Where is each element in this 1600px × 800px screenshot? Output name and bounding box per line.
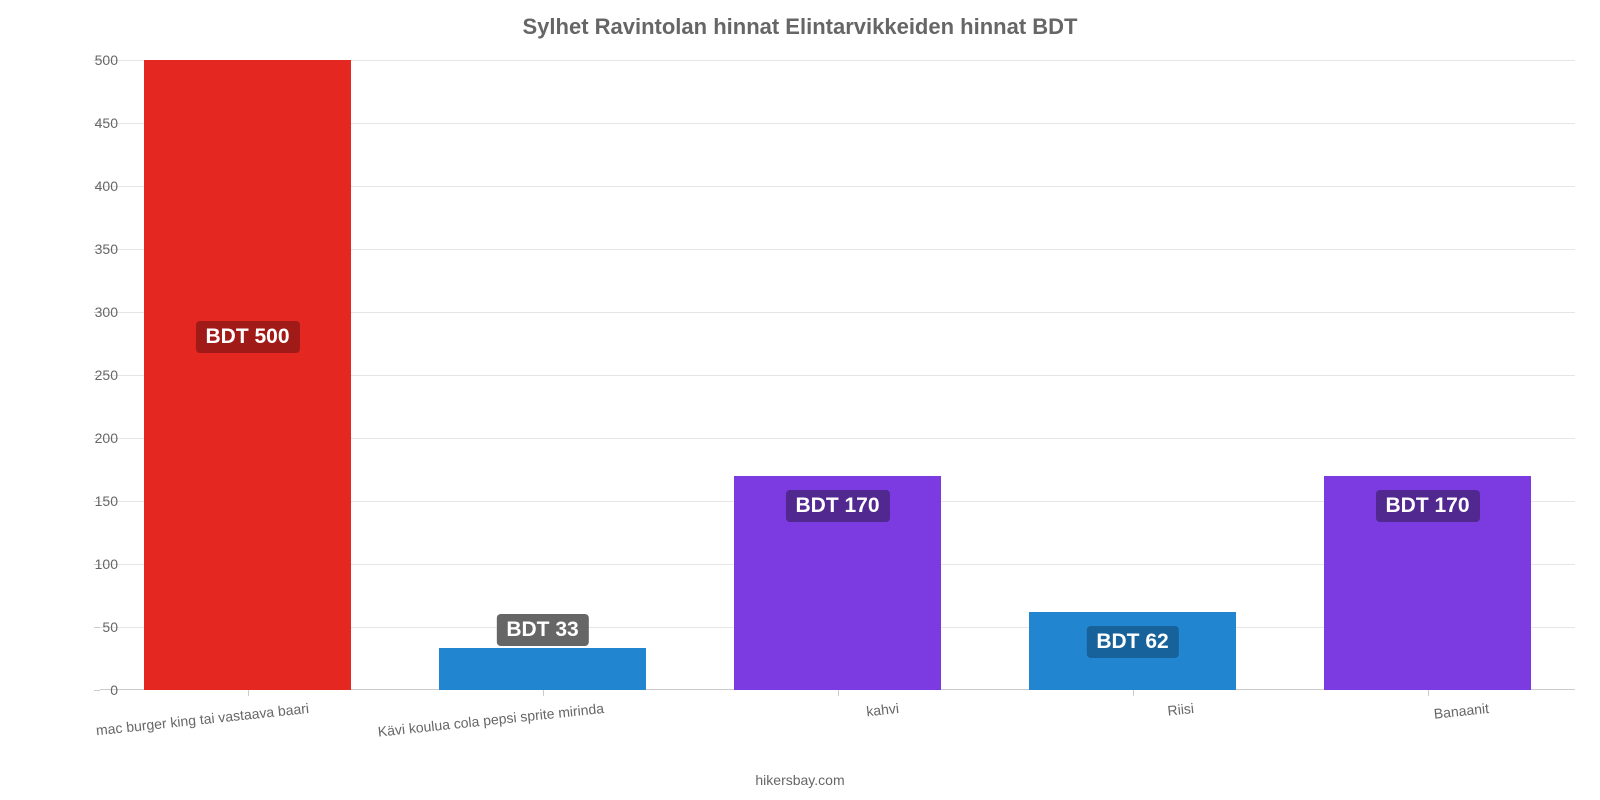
bar-value-label: BDT 170	[1375, 490, 1479, 522]
x-tick-label: mac burger king tai vastaava baari	[9, 700, 309, 747]
x-tick-mark	[248, 690, 249, 696]
y-tick-label: 450	[58, 115, 118, 131]
chart-title: Sylhet Ravintolan hinnat Elintarvikkeide…	[0, 14, 1600, 40]
y-tick-label: 150	[58, 493, 118, 509]
y-tick-label: 350	[58, 241, 118, 257]
y-tick-label: 50	[58, 619, 118, 635]
bar	[144, 60, 351, 690]
bar-value-label: BDT 500	[195, 321, 299, 353]
attribution-text: hikersbay.com	[0, 772, 1600, 788]
bar-value-label: BDT 62	[1086, 626, 1178, 658]
y-tick-label: 200	[58, 430, 118, 446]
y-tick-label: 400	[58, 178, 118, 194]
x-tick-label: Banaanit	[1189, 700, 1489, 747]
y-tick-label: 0	[58, 682, 118, 698]
y-tick-label: 500	[58, 52, 118, 68]
bar	[439, 648, 646, 690]
plot-area: BDT 500 BDT 33 BDT 170 BDT 62 BDT 170	[100, 60, 1575, 690]
x-tick-label: Kävi koulua cola pepsi sprite mirinda	[304, 700, 604, 747]
y-tick-label: 300	[58, 304, 118, 320]
bar-value-label: BDT 33	[496, 614, 588, 646]
x-tick-label: kahvi	[599, 700, 899, 747]
bar-value-label: BDT 170	[785, 490, 889, 522]
x-tick-mark	[543, 690, 544, 696]
x-tick-mark	[1428, 690, 1429, 696]
y-tick-label: 250	[58, 367, 118, 383]
y-tick-label: 100	[58, 556, 118, 572]
x-tick-mark	[1133, 690, 1134, 696]
x-tick-mark	[838, 690, 839, 696]
x-tick-label: Riisi	[894, 700, 1194, 747]
